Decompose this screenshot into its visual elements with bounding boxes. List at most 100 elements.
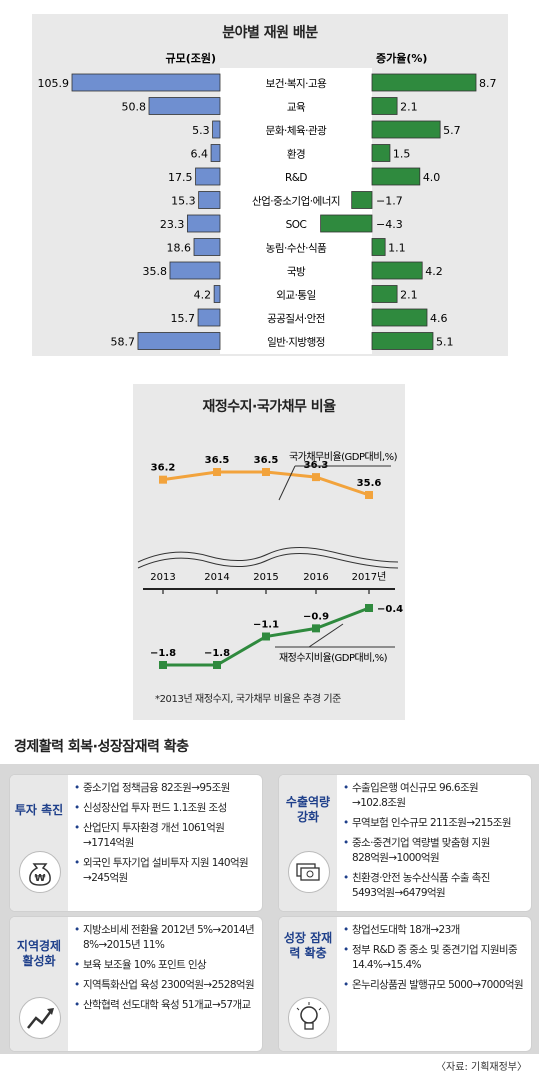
balance-value-1: −1.8 xyxy=(204,648,230,659)
svg-text:₩: ₩ xyxy=(34,873,45,884)
balance-legend-leader xyxy=(308,623,344,648)
debt-point-4 xyxy=(365,491,373,499)
bar-size-8 xyxy=(169,261,221,280)
balance-value-2: −1.1 xyxy=(253,620,279,631)
category-label-3: 환경 xyxy=(287,148,305,161)
card-regional: 지역경제 활성화 지방소비세 전환율 2012년 5%→2014년 8%→201… xyxy=(9,916,263,1052)
fiscal-ratio-panel: 재정수지·국가채무 비율 2013 2014 2015 2016 2017년 36.2 36… xyxy=(133,384,405,720)
axis-break-wave-bottom xyxy=(137,552,399,569)
bar-growth-6 xyxy=(320,214,373,233)
card-export-label: 수출역량 강화 xyxy=(285,795,331,824)
bar-growth-2 xyxy=(371,120,441,139)
list-item: 중소기업 정책금융 82조원→95조원 xyxy=(74,781,258,796)
balance-legend: 재정수지비율(GDP대비,%) xyxy=(279,652,388,664)
debt-value-2: 36.5 xyxy=(254,455,279,466)
lightbulb-icon xyxy=(288,997,330,1039)
list-item: 수출입은행 여신규모 96.6조원 →102.8조원 xyxy=(343,781,527,811)
list-item: 외국인 투자기업 설비투자 지원 140억원 →245억원 xyxy=(74,856,258,886)
category-label-6: SOC xyxy=(286,219,307,231)
x-tick-label-3: 2016 xyxy=(303,572,328,583)
card-regional-label: 지역경제 활성화 xyxy=(16,939,62,968)
bar-growth-9 xyxy=(371,285,398,303)
chart2-note: *2013년 재정수지, 국가채무 비율은 추경 기준 xyxy=(155,694,341,705)
bar-size-1 xyxy=(148,97,221,115)
bar-size-0 xyxy=(71,73,221,92)
chart1-title: 분야별 재원 배분 xyxy=(222,25,318,41)
bar-size-4 xyxy=(195,167,221,186)
debt-point-2 xyxy=(262,468,270,476)
bar-growth-8 xyxy=(371,261,423,280)
debt-point-3 xyxy=(312,473,320,482)
bar-growth-0 xyxy=(371,73,477,92)
debt-point-1 xyxy=(213,468,221,476)
category-label-8: 국방 xyxy=(287,266,306,278)
category-label-4: R&D xyxy=(285,172,307,184)
balance-point-0 xyxy=(159,661,167,669)
debt-point-0 xyxy=(159,475,167,484)
list-item: 창업선도대학 18개→23개 xyxy=(343,923,527,938)
bar-size-9 xyxy=(213,285,221,303)
category-label-7: 농림·수산·식품 xyxy=(266,243,327,255)
list-item: 산학협력 선도대학 육성 51개교→57개교 xyxy=(74,998,258,1013)
bar-size-10 xyxy=(197,308,221,327)
label-growth-0: 8.7 xyxy=(479,77,497,90)
right-axis-header: 증가율(%) xyxy=(376,51,427,65)
x-tick-label-4: 2017년 xyxy=(352,571,387,583)
bar-size-6 xyxy=(187,214,221,233)
balance-value-4: −0.4 xyxy=(377,604,403,615)
label-growth-2: 5.7 xyxy=(443,124,461,137)
label-size-9: 4.2 xyxy=(194,289,212,302)
list-item: 신성장산업 투자 펀드 1.1조원 조성 xyxy=(74,801,258,816)
label-growth-10: 4.6 xyxy=(430,312,448,325)
category-label-2: 문화·체육·관광 xyxy=(266,125,327,137)
card-regional-items: 지방소비세 전환율 2012년 5%→2014년 8%→2015년 11% 보육… xyxy=(74,923,258,1018)
left-axis-header: 규모(조원) xyxy=(165,51,216,65)
debt-value-0: 36.2 xyxy=(151,463,176,474)
budget-allocation-panel: 분야별 재원 배분 규모(조원) 증가율(%) 105.9 보건·복지·고용 8.7 50… xyxy=(32,14,508,356)
source-note: 〈자료: 기획재정부〉 xyxy=(436,1062,527,1073)
category-label-10: 공공질서·안전 xyxy=(267,313,325,325)
balance-point-2 xyxy=(262,632,270,641)
bar-growth-10 xyxy=(371,308,428,327)
bar-growth-3 xyxy=(371,144,391,162)
label-growth-9: 2.1 xyxy=(400,289,418,302)
bar-growth-11 xyxy=(371,332,434,350)
chart2-title: 재정수지·국가채무 비율 xyxy=(202,399,337,415)
label-size-4: 17.5 xyxy=(168,171,193,184)
label-growth-7: 1.1 xyxy=(388,242,406,255)
section-title: 경제활력 회복·성장잠재력 확충 xyxy=(14,739,189,755)
label-size-6: 23.3 xyxy=(160,218,185,231)
list-item: 보육 보조율 10% 포인트 인상 xyxy=(74,958,258,973)
label-growth-1: 2.1 xyxy=(400,101,418,114)
money-bag-icon: ₩ xyxy=(19,851,61,893)
card-export: 수출역량 강화 수출입은행 여신규모 96.6조원 →102.8조원 무역보험 … xyxy=(278,774,532,912)
debt-legend-leader xyxy=(278,465,296,501)
debt-value-1: 36.5 xyxy=(205,455,230,466)
card-investment-label: 투자 촉진 xyxy=(14,803,64,817)
list-item: 정부 R&D 중 중소 및 중견기업 지원비중 14.4%→15.4% xyxy=(343,943,527,973)
bar-size-7 xyxy=(193,238,221,256)
label-size-8: 35.8 xyxy=(142,265,167,278)
card-growth-items: 창업선도대학 18개→23개 정부 R&D 중 중소 및 중견기업 지원비중 1… xyxy=(343,923,527,998)
trend-arrow-icon xyxy=(19,997,61,1039)
x-tick-label-1: 2014 xyxy=(204,572,229,583)
balance-point-4 xyxy=(365,604,373,612)
label-growth-8: 4.2 xyxy=(425,265,443,278)
list-item: 지역특화산업 육성 2300억원→2528억원 xyxy=(74,978,258,993)
category-label-0: 보건·복지·고용 xyxy=(266,78,327,90)
money-cards-icon xyxy=(288,851,330,893)
category-label-1: 교육 xyxy=(287,102,306,114)
card-export-items: 수출입은행 여신규모 96.6조원 →102.8조원 무역보험 인수규모 211… xyxy=(343,781,527,906)
balance-point-1 xyxy=(213,661,221,669)
list-item: 지방소비세 전환율 2012년 5%→2014년 8%→2015년 11% xyxy=(74,923,258,953)
balance-point-3 xyxy=(312,624,320,633)
list-item: 중소·중견기업 역량별 맞춤형 지원 828억원→1000억원 xyxy=(343,836,527,866)
card-growth: 성장 잠재력 확충 창업선도대학 18개→23개 정부 R&D 중 중소 및 중… xyxy=(278,916,532,1052)
debt-value-4: 35.6 xyxy=(357,478,382,489)
x-tick-label-2: 2015 xyxy=(253,572,278,583)
label-size-5: 15.3 xyxy=(171,195,196,208)
label-size-2: 5.3 xyxy=(192,124,210,137)
category-label-11: 일반·지방행정 xyxy=(267,336,325,349)
label-size-11: 58.7 xyxy=(110,336,134,349)
